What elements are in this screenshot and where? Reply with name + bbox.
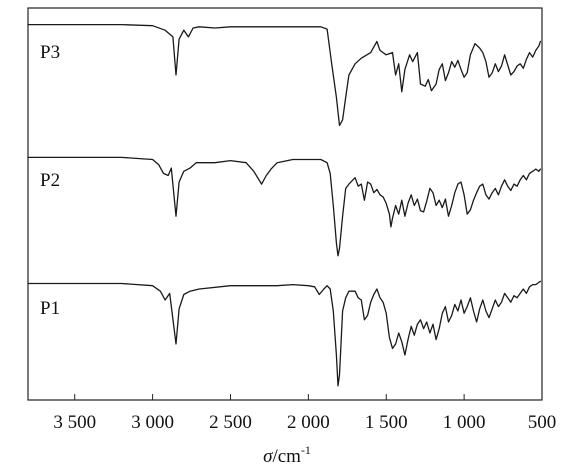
x-tick-label-3000: 3 000 <box>131 412 174 433</box>
spectrum-line-p3 <box>27 23 542 127</box>
spectrum-line-p2 <box>27 156 542 257</box>
plot-frame <box>27 7 543 401</box>
x-tick-label-1000: 1 000 <box>443 412 486 433</box>
x-tick-label-500: 500 <box>528 412 557 433</box>
x-axis-ticks: 3 500 3 000 2 500 2 000 1 500 1 000 500 <box>53 394 556 433</box>
x-tick-label-2000: 2 000 <box>287 412 330 433</box>
series-label-p3: P3 <box>40 42 60 63</box>
x-axis-label-unit: /cm <box>272 446 301 467</box>
x-axis-label: σ/cm-1 <box>263 443 311 467</box>
spectrum-line-p1 <box>27 280 542 387</box>
series-labels: P3 P2 P1 <box>40 42 60 319</box>
x-tick-label-2500: 2 500 <box>209 412 252 433</box>
x-tick-label-1500: 1 500 <box>365 412 408 433</box>
x-axis-label-exponent: -1 <box>301 443 311 457</box>
series-label-p2: P2 <box>40 170 60 191</box>
x-tick-label-3500: 3 500 <box>53 412 96 433</box>
spectrum-traces <box>27 23 542 387</box>
x-axis-label-symbol: σ <box>263 446 273 467</box>
series-label-p1: P1 <box>40 298 60 319</box>
